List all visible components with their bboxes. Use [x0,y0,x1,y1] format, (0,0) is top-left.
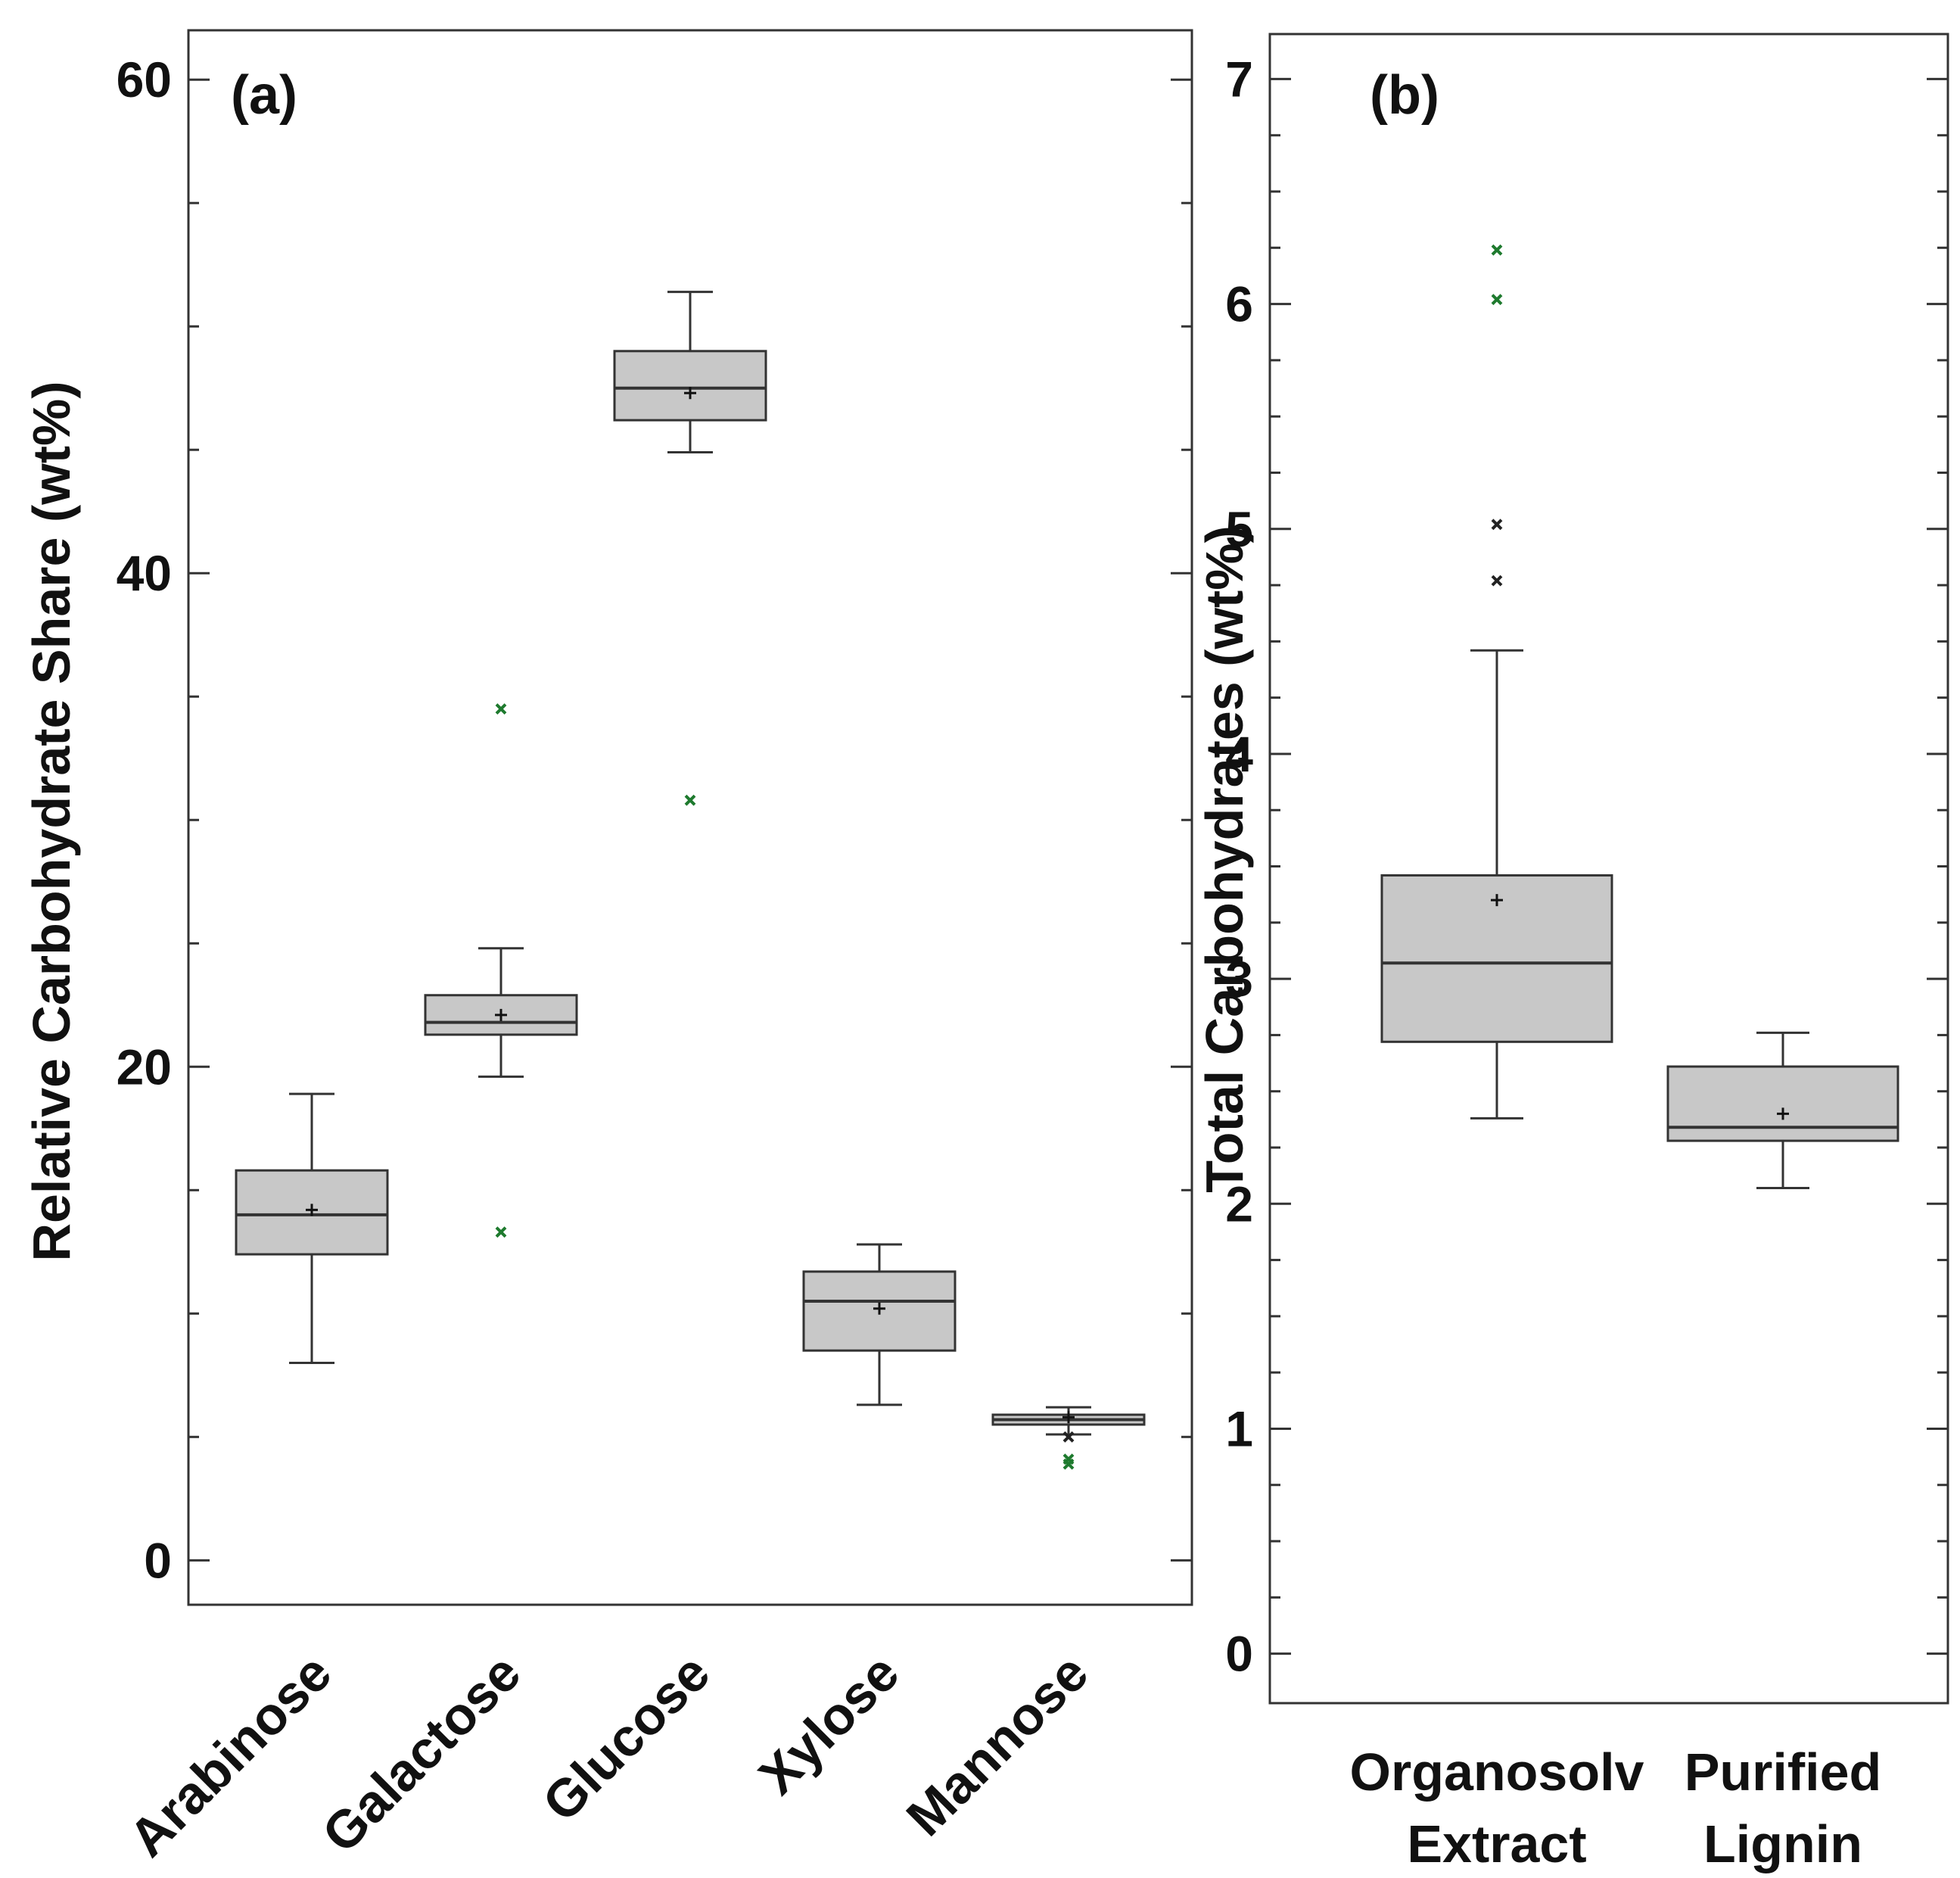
panel-b-total-carbohydrates: 0 1 2 3 4 5 6 7 Total Carbohydrates (wt%) (b) Orga… [1195,33,1949,1873]
y-tick-label: 3 [1225,951,1253,1007]
interquartile-box [1666,1065,1899,1142]
y-tick-label: 0 [144,1532,172,1588]
mean-marker [1491,894,1503,907]
y-tick-label: 4 [1225,726,1253,782]
box-organosolv-extract [1380,244,1613,1120]
mean-marker [1062,1411,1075,1424]
mean-marker [495,1008,507,1021]
panel-label: (a) [231,65,297,126]
x-category-label: Xylose [748,1643,910,1805]
box-purified-lignin [1666,1031,1899,1189]
box-galactose [424,703,578,1238]
x-category-label: Mannose [895,1643,1100,1847]
x-category-label: Glucose [531,1643,720,1832]
x-category-label: Arabinose [117,1643,342,1867]
box-mannose [991,1406,1146,1470]
plot-frame [187,29,1193,1606]
x-category-label: Galactose [311,1643,532,1864]
outlier-point [1491,294,1503,306]
y-tick-label: 6 [1225,276,1253,332]
y-tick-label: 1 [1225,1400,1253,1456]
panel-a-relative-carbohydrate-share: 0 20 40 60 Relative Carbohydrate Share (wt%)… [22,29,1193,1868]
x-category-label: Organosolv Extract [1350,1743,1644,1873]
x-category-label-line: Extract [1407,1814,1586,1873]
box-glucose [613,291,767,806]
x-category-label-line: Organosolv [1350,1743,1644,1802]
outlier-point [1062,1431,1075,1443]
y-tick-label: 2 [1225,1176,1253,1232]
panel-label: (b) [1370,65,1439,126]
mean-marker [306,1204,318,1216]
y-tick-label: 60 [117,51,172,107]
y-tick-label: 0 [1225,1626,1253,1682]
y-tick-label: 40 [117,545,172,601]
outlier-point [495,1226,507,1238]
y-axis-label: Relative Carbohydrate Share (wt%) [22,381,81,1261]
outlier-point [495,703,507,715]
outlier-point [684,794,696,806]
mean-marker [1777,1107,1789,1120]
x-category-label: Purified Lignin [1685,1743,1882,1873]
x-category-label-line: Lignin [1703,1814,1862,1873]
x-category-label-line: Purified [1685,1743,1882,1802]
box-xylose [802,1243,957,1406]
plot-frame [1268,33,1949,1705]
outlier-point [1491,575,1503,587]
y-tick-label: 7 [1225,51,1253,107]
y-tick-label: 5 [1225,501,1253,557]
mean-marker [684,387,696,400]
box-arabinose [235,1092,389,1365]
outlier-point [1491,244,1503,256]
y-axis-label: Total Carbohydrates (wt%) [1195,525,1254,1193]
mean-marker [873,1302,885,1315]
outlier-point [1491,519,1503,531]
interquartile-box [613,350,767,422]
y-tick-label: 20 [117,1039,172,1095]
outlier-point [1062,1458,1075,1470]
